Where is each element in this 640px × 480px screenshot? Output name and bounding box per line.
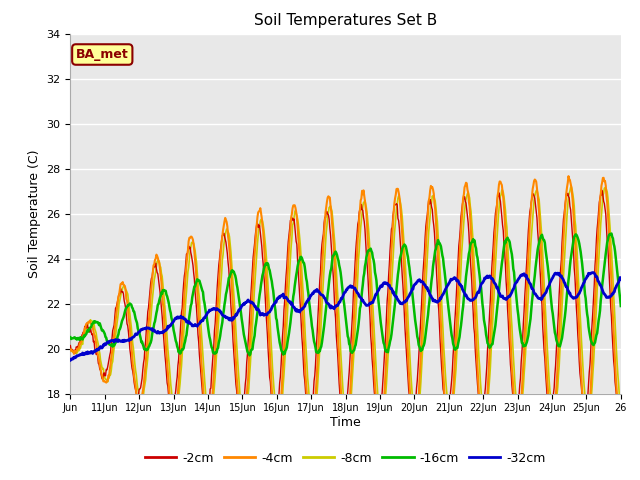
X-axis label: Time: Time <box>330 416 361 429</box>
Y-axis label: Soil Temperature (C): Soil Temperature (C) <box>28 149 41 278</box>
Title: Soil Temperatures Set B: Soil Temperatures Set B <box>254 13 437 28</box>
Text: BA_met: BA_met <box>76 48 129 61</box>
Legend: -2cm, -4cm, -8cm, -16cm, -32cm: -2cm, -4cm, -8cm, -16cm, -32cm <box>140 447 551 469</box>
